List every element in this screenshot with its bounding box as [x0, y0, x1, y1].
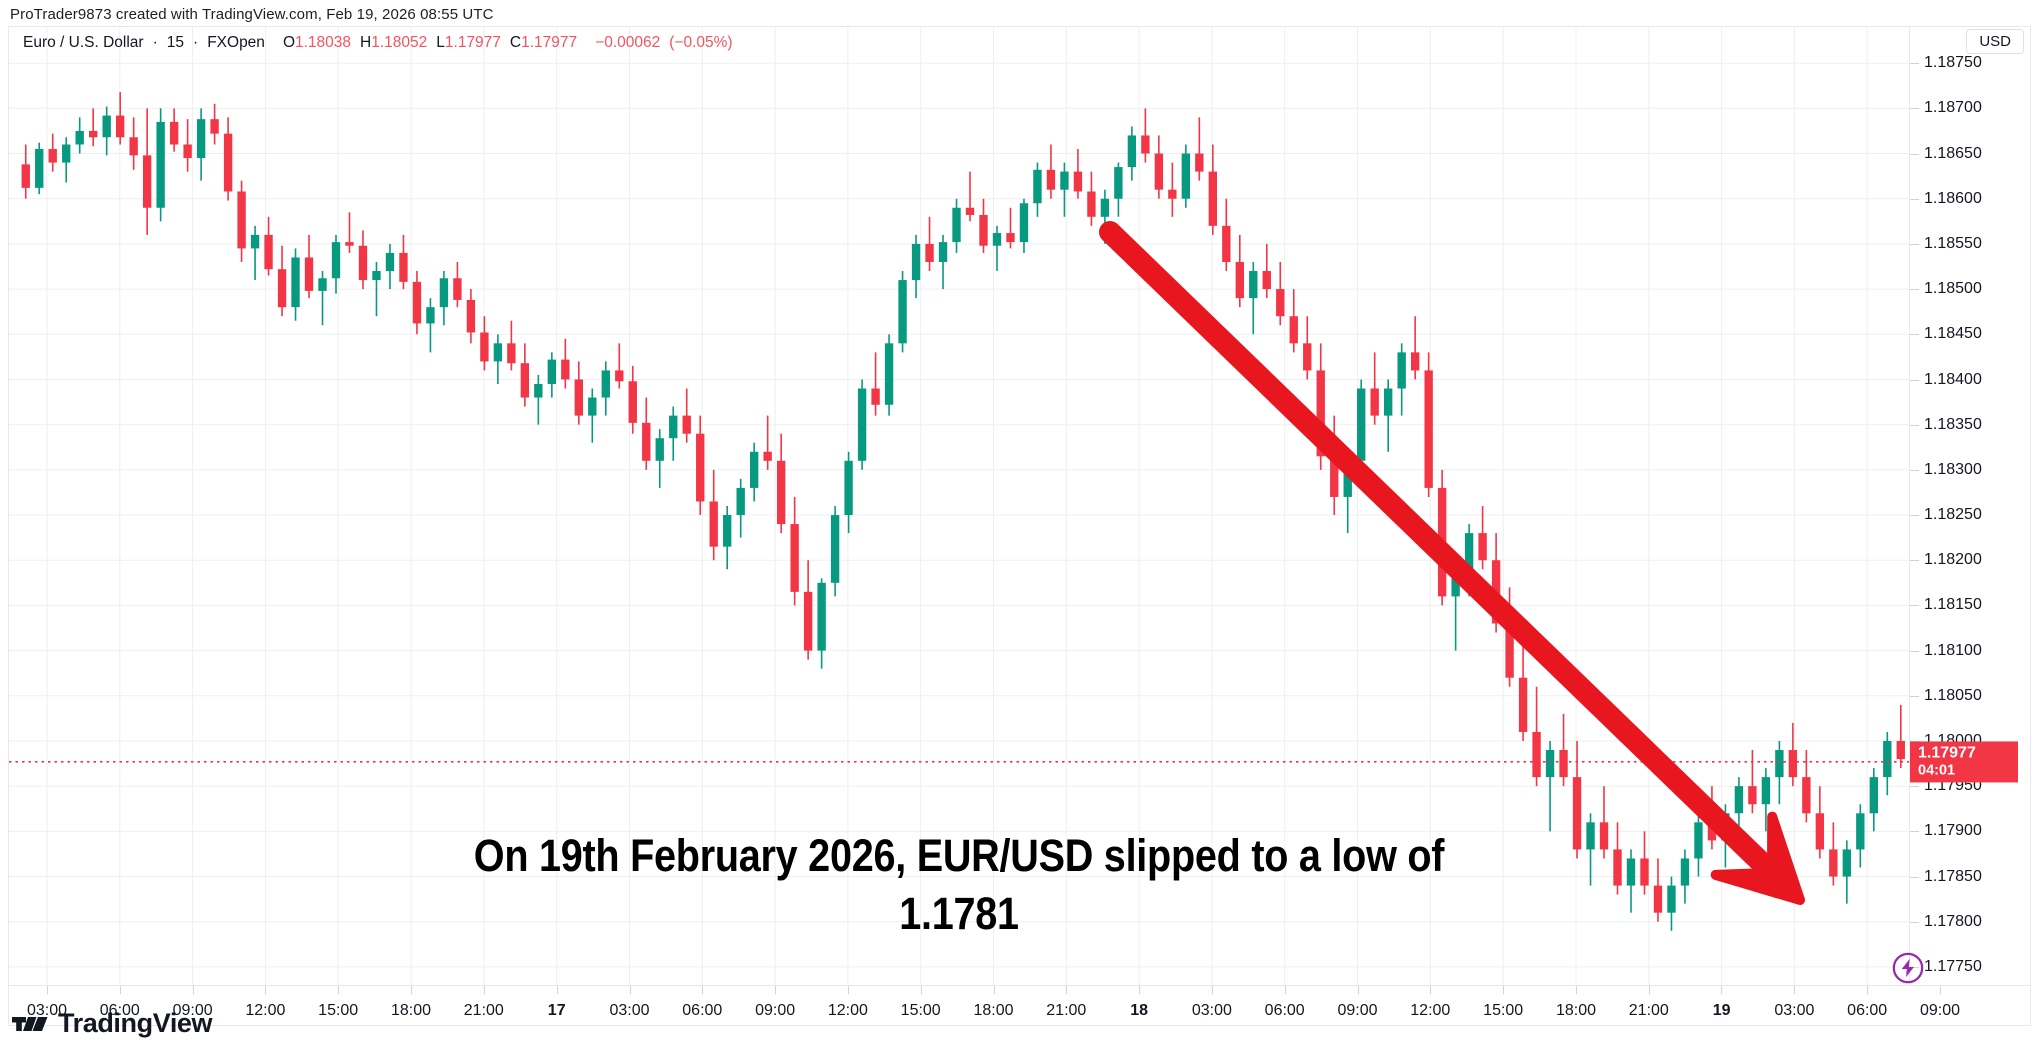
- time-tick: 06:00: [682, 986, 722, 1020]
- time-tick: 21:00: [1046, 986, 1086, 1020]
- legend-high-value: 1.18052: [371, 34, 428, 51]
- time-tick: 09:00: [1337, 986, 1378, 1020]
- price-tick: 1.18550: [1910, 235, 1982, 253]
- time-tick: 17: [548, 986, 566, 1020]
- legend-close-value: 1.17977: [521, 34, 578, 51]
- bar-countdown: 04:01: [1918, 762, 1956, 779]
- price-tick: 1.18750: [1910, 54, 1982, 72]
- time-tick: 15:00: [901, 986, 941, 1020]
- price-tick: 1.18700: [1910, 99, 1982, 117]
- price-tick: 1.17750: [1910, 958, 1982, 976]
- legend-sep-2: ·: [193, 34, 199, 51]
- legend-symbol: Euro / U.S. Dollar: [23, 34, 144, 51]
- price-tick: 1.18200: [1910, 551, 1982, 569]
- time-tick: 18: [1130, 986, 1148, 1020]
- price-tick: 1.18050: [1910, 687, 1982, 705]
- flash-icon[interactable]: [1891, 951, 1925, 985]
- time-tick: 03:00: [27, 986, 67, 1020]
- time-tick: 06:00: [100, 986, 140, 1020]
- price-tick: 1.18150: [1910, 596, 1982, 614]
- price-tick: 1.18400: [1910, 371, 1982, 389]
- legend-change-abs: −0.00062: [595, 34, 661, 51]
- legend-change-pct: (−0.05%): [669, 34, 733, 51]
- time-tick: 15:00: [318, 986, 358, 1020]
- time-tick: 09:00: [755, 986, 795, 1020]
- chart-legend: Euro / U.S. Dollar · 15 · FXOpen O1.18038 H1.1…: [23, 35, 733, 51]
- time-tick: 12:00: [245, 986, 285, 1020]
- current-price-value: 1.17977: [1918, 744, 1976, 762]
- chart-overlays: [9, 221, 2030, 905]
- time-tick: 03:00: [609, 986, 650, 1020]
- time-axis[interactable]: 03:00 06:00 09:00 12:00 15:00 18:00 21:0…: [8, 986, 2031, 1026]
- time-tick: 21:00: [1629, 986, 1669, 1020]
- time-tick: 21:00: [464, 986, 504, 1020]
- time-tick: 06:00: [1847, 986, 1887, 1020]
- time-tick: 03:00: [1192, 986, 1232, 1020]
- time-tick: 03:00: [1774, 986, 1814, 1020]
- time-tick: 12:00: [828, 986, 868, 1020]
- legend-open-value: 1.18038: [295, 34, 352, 51]
- time-tick: 18:00: [1556, 986, 1596, 1020]
- legend-low-value: 1.17977: [444, 34, 501, 51]
- price-tick: 1.18300: [1910, 461, 1982, 479]
- tradingview-wordmark: TradingView: [58, 1008, 213, 1038]
- time-tick: 19: [1713, 986, 1730, 1020]
- time-tick: 09:00: [173, 986, 213, 1020]
- legend-low-label: L: [436, 34, 445, 51]
- time-tick: 15:00: [1483, 986, 1523, 1020]
- price-tick: 1.17900: [1910, 822, 1982, 840]
- attribution-text: ProTrader9873 created with TradingView.c…: [10, 6, 494, 23]
- price-axis[interactable]: USD 1.18750 1.18700 1.18650 1.18600 1.18…: [1909, 26, 2031, 986]
- time-tick: 12:00: [1410, 986, 1450, 1020]
- price-tick: 1.18350: [1910, 416, 1982, 434]
- price-tick: 1.18500: [1910, 280, 1982, 298]
- legend-exchange: FXOpen: [207, 34, 265, 51]
- legend-close-label: C: [509, 34, 522, 51]
- currency-badge: USD: [1966, 29, 2024, 54]
- tradingview-logo-icon: [12, 1016, 48, 1031]
- time-tick: 18:00: [973, 986, 1014, 1020]
- price-tick: 1.18450: [1910, 325, 1982, 343]
- price-tick: 1.17850: [1910, 868, 1982, 886]
- price-tick: 1.18600: [1910, 190, 1982, 208]
- price-tick: 1.18650: [1910, 145, 1982, 163]
- chart-gridlines: [9, 27, 2030, 985]
- legend-sep-1: ·: [152, 34, 158, 51]
- price-tick: 1.18250: [1910, 506, 1982, 524]
- price-tick: 1.18100: [1910, 642, 1982, 660]
- legend-interval: 15: [166, 34, 185, 51]
- legend-high-label: H: [360, 34, 372, 51]
- footer-branding: TradingView: [12, 1008, 213, 1039]
- current-price-tag: 1.17977 04:01: [1910, 741, 2018, 783]
- candlestick-series: [21, 92, 1946, 931]
- time-tick: 06:00: [1265, 986, 1305, 1020]
- chart-canvas[interactable]: Euro / U.S. Dollar · 15 · FXOpen O1.18038 H1.1…: [8, 26, 2031, 986]
- legend-open-label: O: [282, 34, 295, 51]
- time-tick: 09:00: [1920, 986, 1960, 1020]
- price-tick: 1.17800: [1910, 913, 1982, 931]
- time-tick: 18:00: [391, 986, 431, 1020]
